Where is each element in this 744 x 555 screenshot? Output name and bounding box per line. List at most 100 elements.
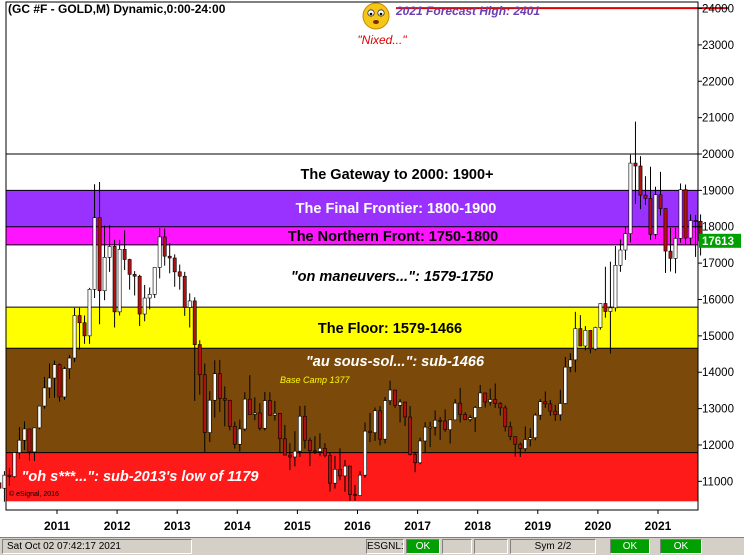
y-tick-label: 16000 <box>702 294 734 306</box>
candle-body <box>448 419 453 430</box>
face-pupil-left <box>369 12 373 16</box>
candle-body <box>232 426 237 445</box>
x-tick-label: 2016 <box>344 519 371 533</box>
candle-body <box>513 436 518 445</box>
candle-body <box>212 373 217 401</box>
candle-body <box>388 389 392 401</box>
candle-body <box>207 399 212 433</box>
candle-body <box>493 399 498 404</box>
candle-body <box>192 300 197 345</box>
candle-body <box>32 427 37 453</box>
candle-body <box>548 403 553 412</box>
candle-body <box>403 401 407 418</box>
candle-body <box>538 401 543 416</box>
candle-body <box>177 271 182 277</box>
candle-body <box>508 426 513 437</box>
candle-body <box>468 417 473 420</box>
y-tick-label: 11000 <box>702 476 733 488</box>
x-tick-label: 2019 <box>524 519 551 533</box>
candle-body <box>423 426 428 442</box>
y-tick-label: 12000 <box>702 440 734 452</box>
y-tick-label: 20000 <box>702 149 734 161</box>
face-pupil-right <box>379 12 383 16</box>
candle-body <box>303 415 307 441</box>
candle-body <box>112 246 117 313</box>
candle-body <box>543 401 548 405</box>
candle-body <box>653 194 658 235</box>
candle-body <box>528 437 533 440</box>
zone-label-sous_sol: "au sous-sol...": sub-1466 <box>306 354 485 370</box>
y-tick-label: 17000 <box>702 258 734 270</box>
candle-body <box>313 450 317 453</box>
candle-body <box>267 400 272 416</box>
candle-body <box>52 364 57 379</box>
candle-body <box>107 246 112 258</box>
candle-body <box>292 450 297 458</box>
candle-body <box>92 217 97 290</box>
candle-body <box>237 428 242 445</box>
candle-body <box>247 398 252 415</box>
status-blank-2 <box>474 539 508 554</box>
status-ok-4: OK <box>660 539 702 554</box>
candle-body <box>498 403 503 409</box>
candle-body <box>217 373 222 399</box>
candle-body <box>358 474 362 496</box>
candle-body <box>157 236 162 268</box>
candle-body <box>202 374 207 433</box>
zone-label-oh_s: "oh s***...": sub-2013's low of 1179 <box>22 469 259 485</box>
candle-body <box>152 267 157 295</box>
candle-body <box>433 419 438 428</box>
candle-body <box>628 162 633 234</box>
candle-body <box>383 400 387 440</box>
candle-body <box>242 398 247 430</box>
candle-body <box>182 275 187 308</box>
candle-body <box>618 249 623 266</box>
y-tick-label: 24000 <box>702 4 734 16</box>
candle-body <box>608 307 613 312</box>
candle-body <box>262 400 267 429</box>
x-axis: 2011 2012 2013 2014 2015 2016 2017 2018 2019 2020… <box>44 510 672 533</box>
candle-body <box>27 428 32 453</box>
candle-body <box>137 275 142 315</box>
candle-body <box>613 264 618 309</box>
candle-body <box>127 259 132 275</box>
candle-body <box>558 403 563 416</box>
candle-body <box>673 238 678 259</box>
y-axis: 11000 12000 13000 14000 15000 16000 17000 18000… <box>697 2 741 510</box>
nixed-label: "Nixed..." <box>357 33 407 47</box>
status-blank-1 <box>442 539 472 554</box>
last-price-badge <box>699 233 741 248</box>
candle-body <box>338 469 342 477</box>
x-tick-label: 2020 <box>585 519 612 533</box>
candle-body <box>353 494 357 496</box>
candle-body <box>668 250 673 259</box>
annotations: (GC #F - GOLD,M) Dynamic,0:00-24:00 2021 … <box>8 2 540 498</box>
candle-body <box>623 233 628 251</box>
y-tick-label: 23000 <box>702 40 734 52</box>
zone-label-maneuvers: "on maneuvers...": 1579-1750 <box>291 269 493 285</box>
y-tick-label: 19000 <box>702 185 734 197</box>
x-tick-label: 2018 <box>464 519 491 533</box>
y-tick-label: 21000 <box>702 113 734 125</box>
candle-body <box>363 430 367 476</box>
candle-body <box>473 407 478 418</box>
candle-body <box>117 248 122 313</box>
face-mouth <box>373 20 379 24</box>
candle-body <box>47 377 52 389</box>
candle-body <box>287 454 292 458</box>
candle-body <box>97 217 102 292</box>
base-camp-label: Base Camp 1377 <box>280 375 351 385</box>
candle-body <box>227 399 232 427</box>
candle-body <box>82 322 87 337</box>
y-tick-label: 15000 <box>702 331 734 343</box>
candle-body <box>197 344 202 376</box>
candle-body <box>162 236 167 257</box>
candle-body <box>2 474 7 489</box>
x-tick-label: 2021 <box>645 519 672 533</box>
x-tick-label: 2014 <box>224 519 251 533</box>
candle-body <box>72 315 77 359</box>
y-tick-label: 14000 <box>702 367 734 379</box>
candle-body <box>453 402 458 421</box>
candle-body <box>688 220 693 239</box>
candle-body <box>658 194 663 209</box>
